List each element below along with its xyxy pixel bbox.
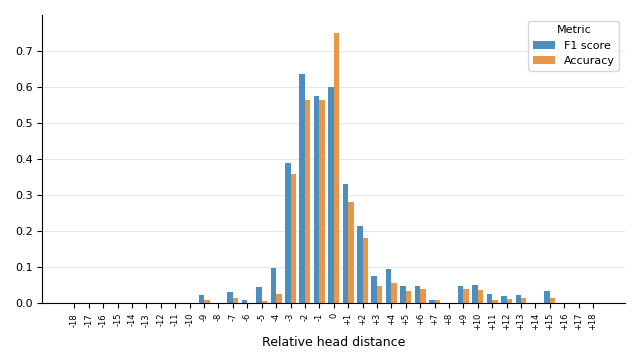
- Bar: [429, 300, 435, 303]
- Bar: [550, 298, 556, 303]
- Bar: [521, 298, 527, 303]
- Bar: [392, 284, 397, 303]
- Bar: [478, 289, 483, 303]
- Bar: [198, 295, 204, 303]
- Bar: [516, 295, 521, 303]
- Bar: [463, 289, 469, 303]
- Bar: [271, 268, 276, 303]
- Bar: [319, 100, 325, 303]
- Bar: [492, 300, 498, 303]
- Bar: [386, 269, 392, 303]
- X-axis label: Relative head distance: Relative head distance: [262, 336, 405, 349]
- Bar: [472, 285, 478, 303]
- Bar: [545, 290, 550, 303]
- Bar: [204, 300, 209, 303]
- Bar: [256, 287, 262, 303]
- Bar: [357, 226, 362, 303]
- Bar: [233, 298, 238, 303]
- Bar: [285, 163, 291, 303]
- Bar: [406, 290, 412, 303]
- Bar: [328, 87, 333, 303]
- Bar: [415, 286, 420, 303]
- Bar: [458, 286, 463, 303]
- Bar: [501, 296, 507, 303]
- Bar: [291, 174, 296, 303]
- Bar: [507, 299, 512, 303]
- Bar: [400, 286, 406, 303]
- Legend: F1 score, Accuracy: F1 score, Accuracy: [529, 20, 620, 71]
- Bar: [342, 184, 348, 303]
- Bar: [377, 286, 383, 303]
- Bar: [227, 292, 233, 303]
- Bar: [487, 294, 492, 303]
- Bar: [420, 289, 426, 303]
- Bar: [314, 96, 319, 303]
- Bar: [305, 100, 310, 303]
- Bar: [371, 276, 377, 303]
- Bar: [362, 238, 368, 303]
- Bar: [262, 301, 267, 303]
- Bar: [435, 300, 440, 303]
- Bar: [276, 294, 282, 303]
- Bar: [348, 202, 354, 303]
- Bar: [300, 75, 305, 303]
- Bar: [242, 300, 247, 303]
- Bar: [333, 33, 339, 303]
